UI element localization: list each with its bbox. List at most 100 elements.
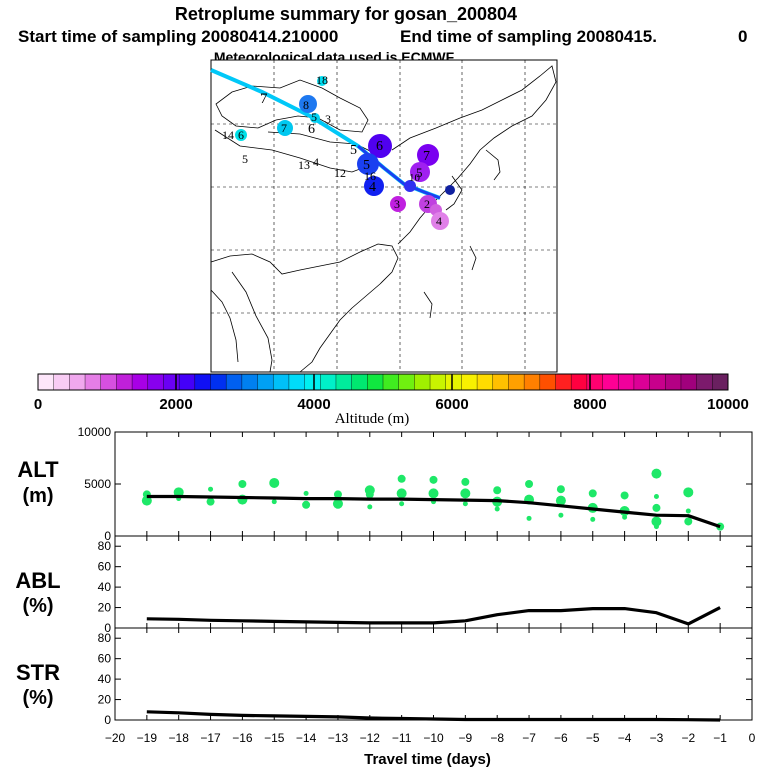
panel-label: ABL — [15, 568, 60, 593]
time-series-panels: ALT(m)0500010000ABL(%)020406080STR(%)020… — [15, 425, 755, 768]
colorbar-cell — [163, 374, 180, 390]
colorbar-cell — [100, 374, 117, 390]
x-tick-label: −10 — [423, 731, 444, 745]
altitude-colorbar: 0 2000 4000 6000 8000 10000 Altitude (m) — [34, 373, 749, 427]
y-tick-label: 60 — [98, 652, 112, 666]
altitude-point — [685, 508, 691, 514]
altitude-point — [556, 485, 565, 494]
colorbar-cell — [69, 374, 86, 390]
altitude-point — [238, 480, 247, 488]
colorbar-tick-label: 0 — [34, 396, 42, 413]
altitude-point — [653, 493, 659, 499]
colorbar-cell — [304, 374, 321, 390]
sampling-start: Start time of sampling 20080414.210000 — [18, 27, 338, 46]
sampling-end-tail: 0 — [738, 27, 747, 46]
colorbar-cell — [649, 374, 666, 390]
colorbar-cell — [492, 374, 509, 390]
altitude-point — [332, 498, 343, 509]
altitude-point — [651, 468, 662, 479]
altitude-point — [588, 489, 597, 498]
x-tick-label: −19 — [137, 731, 158, 745]
map-label: 18 — [316, 73, 328, 87]
map-label: 3 — [325, 112, 331, 126]
x-tick-label: 0 — [749, 731, 756, 745]
colorbar-cell — [335, 374, 353, 390]
map-label: 5 — [311, 110, 317, 124]
colorbar-cell — [712, 374, 729, 390]
y-tick-label: 10000 — [78, 425, 112, 439]
colorbar-cell — [210, 374, 227, 390]
map-label: 16 — [364, 169, 376, 183]
x-tick-label: −17 — [200, 731, 221, 745]
colorbar-cell — [633, 374, 650, 390]
x-tick-label: −4 — [618, 731, 632, 745]
colorbar-cell — [85, 374, 102, 390]
map-frame — [210, 59, 558, 373]
colorbar-cell — [414, 374, 431, 390]
colorbar-tick-label: 8000 — [573, 396, 606, 413]
figure-title: Retroplume summary for gosan_200804 — [175, 4, 517, 24]
colorbar-tick-label: 4000 — [297, 396, 330, 413]
colorbar-cell — [383, 374, 400, 390]
x-tick-label: −12 — [360, 731, 381, 745]
map-gridlines — [211, 60, 557, 372]
altitude-point — [399, 501, 405, 507]
x-axis-label: Travel time (days) — [364, 751, 491, 768]
altitude-point — [652, 503, 661, 512]
map-label: 12 — [334, 166, 346, 180]
series-line — [146, 710, 721, 722]
y-tick-label: 20 — [98, 601, 112, 615]
y-tick-label: 60 — [98, 560, 112, 574]
map-label: 6 — [308, 122, 315, 137]
altitude-point — [622, 514, 628, 520]
colorbar-tick-label: 6000 — [435, 396, 468, 413]
colorbar-cell — [586, 374, 603, 390]
altitude-point — [302, 500, 311, 509]
map-label: 7 — [260, 91, 268, 107]
colorbar-cell — [194, 374, 211, 390]
altitude-point — [461, 477, 470, 486]
colorbar-tick-label: 10000 — [707, 396, 749, 413]
y-tick-label: 0 — [104, 713, 111, 727]
map-label: 5 — [363, 158, 370, 173]
colorbar-cell — [257, 374, 274, 390]
altitude-point — [620, 491, 629, 500]
map-label: 7 — [281, 121, 287, 135]
y-tick-label: 0 — [104, 529, 111, 543]
colorbar-cell — [524, 374, 541, 390]
map-label: 5 — [242, 152, 248, 166]
map-label: 6 — [376, 139, 383, 154]
map-label: 5 — [350, 143, 357, 158]
colorbar-cell — [602, 374, 619, 390]
sampling-end: End time of sampling 20080415. — [400, 27, 657, 46]
panel-unit: (%) — [22, 595, 53, 617]
colorbar-cell — [38, 374, 55, 390]
altitude-point — [271, 499, 277, 505]
altitude-point — [494, 506, 500, 512]
y-tick-label: 5000 — [84, 477, 111, 491]
altitude-point — [462, 501, 468, 507]
x-tick-label: −7 — [522, 731, 536, 745]
altitude-point — [365, 490, 374, 499]
cluster-circles — [235, 76, 455, 230]
y-tick-label: 40 — [98, 580, 112, 594]
map-label: 4 — [369, 180, 376, 195]
cluster-labels: 18 7 8 5 3 7 6 14 6 5 13 4 12 5 6 5 7 16… — [222, 73, 442, 228]
x-tick-label: −2 — [681, 731, 695, 745]
series-line — [146, 606, 721, 626]
x-tick-label: −1 — [713, 731, 727, 745]
colorbar-cell — [398, 374, 415, 390]
y-tick-label: 80 — [98, 631, 112, 645]
altitude-point — [303, 490, 309, 496]
y-tick-label: 0 — [104, 621, 111, 635]
colorbar-cell — [445, 374, 462, 390]
altitude-point — [555, 495, 566, 506]
x-tick-label: −11 — [392, 731, 412, 745]
map-label: 4 — [313, 155, 319, 169]
map-label: 8 — [303, 98, 309, 112]
altitude-point — [141, 495, 152, 506]
altitude-point — [206, 497, 215, 506]
x-tick-label: −14 — [296, 731, 317, 745]
x-tick-label: −20 — [105, 731, 126, 745]
